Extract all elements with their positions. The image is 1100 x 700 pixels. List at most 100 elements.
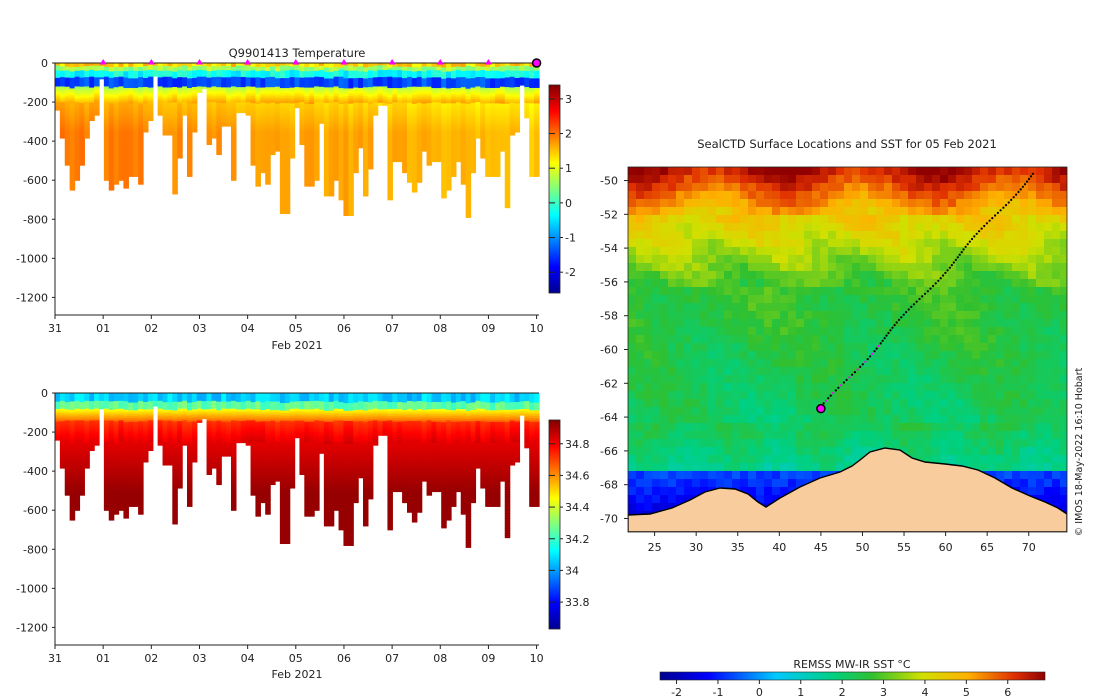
heatmap-cell bbox=[79, 134, 85, 137]
heatmap-cell bbox=[167, 118, 173, 121]
heatmap-cell bbox=[411, 161, 418, 165]
heatmap-cell bbox=[495, 76, 501, 79]
heatmap-cell bbox=[84, 102, 90, 105]
heatmap-cell bbox=[143, 77, 149, 81]
heatmap-cell bbox=[187, 120, 193, 124]
heatmap-cell bbox=[446, 105, 452, 109]
heatmap-cell bbox=[123, 71, 129, 75]
heatmap-cell bbox=[235, 94, 242, 97]
heatmap-cell bbox=[504, 70, 511, 74]
heatmap-cell bbox=[172, 78, 178, 82]
heatmap-cell bbox=[460, 165, 467, 169]
heatmap-cell bbox=[309, 153, 315, 156]
heatmap-cell bbox=[451, 174, 457, 177]
heatmap-cell bbox=[74, 96, 81, 99]
heatmap-cell bbox=[397, 104, 403, 107]
heatmap-cell bbox=[187, 118, 193, 122]
heatmap-cell bbox=[358, 97, 364, 101]
heatmap-cell bbox=[485, 76, 491, 79]
heatmap-cell bbox=[118, 84, 125, 88]
heatmap-cell bbox=[323, 91, 330, 95]
heatmap-cell bbox=[495, 68, 501, 72]
heatmap-cell bbox=[348, 139, 354, 143]
heatmap-cell bbox=[465, 209, 472, 213]
heatmap-cell bbox=[416, 158, 423, 161]
heatmap-cell bbox=[196, 88, 203, 90]
heatmap-cell bbox=[309, 130, 315, 134]
heatmap-cell bbox=[416, 148, 423, 151]
heatmap-cell bbox=[338, 74, 345, 78]
heatmap-cell bbox=[299, 131, 305, 134]
heatmap-cell bbox=[206, 89, 213, 92]
heatmap-cell bbox=[465, 114, 472, 118]
heatmap-cell bbox=[69, 160, 76, 164]
heatmap-cell bbox=[103, 80, 110, 84]
heatmap-cell bbox=[460, 147, 467, 151]
heatmap-cell bbox=[367, 63, 374, 66]
heatmap-cell bbox=[279, 123, 286, 127]
heatmap-cell bbox=[172, 172, 178, 175]
heatmap-cell bbox=[147, 80, 154, 83]
heatmap-cell bbox=[133, 145, 139, 149]
heatmap-cell bbox=[255, 136, 261, 140]
heatmap-cell bbox=[167, 119, 173, 122]
heatmap-cell bbox=[441, 98, 447, 102]
heatmap-cell bbox=[485, 157, 491, 160]
heatmap-cell bbox=[103, 86, 110, 89]
heatmap-cell bbox=[441, 157, 447, 161]
heatmap-cell bbox=[265, 127, 271, 131]
heatmap-cell bbox=[465, 191, 472, 195]
heatmap-cell bbox=[231, 94, 237, 97]
heatmap-cell bbox=[250, 121, 257, 124]
heatmap-cell bbox=[279, 75, 286, 79]
heatmap-cell bbox=[485, 155, 491, 158]
heatmap-cell bbox=[279, 105, 286, 109]
heatmap-cell bbox=[446, 126, 452, 130]
heatmap-cell bbox=[275, 85, 281, 88]
heatmap-cell bbox=[431, 89, 437, 93]
heatmap-cell bbox=[187, 99, 193, 103]
heatmap-cell bbox=[74, 156, 81, 160]
heatmap-cell bbox=[416, 154, 423, 157]
heatmap-cell bbox=[338, 88, 345, 91]
heatmap-cell bbox=[245, 96, 252, 99]
heatmap-cell bbox=[446, 175, 452, 178]
heatmap-cell bbox=[411, 183, 418, 187]
heatmap-cell bbox=[480, 156, 486, 159]
heatmap-cell bbox=[74, 86, 81, 89]
heatmap-cell bbox=[74, 125, 81, 129]
heatmap-cell bbox=[451, 151, 457, 154]
heatmap-cell bbox=[319, 113, 325, 116]
heatmap-cell bbox=[353, 76, 359, 79]
heatmap-cell bbox=[504, 190, 511, 194]
heatmap-cell bbox=[338, 147, 345, 151]
heatmap-cell bbox=[441, 110, 447, 114]
heatmap-cell bbox=[314, 172, 320, 175]
heatmap-cell bbox=[446, 103, 452, 106]
heatmap-cell bbox=[94, 66, 100, 69]
heatmap-cell bbox=[299, 84, 305, 87]
heatmap-cell bbox=[465, 173, 472, 177]
heatmap-cell bbox=[431, 116, 437, 120]
heatmap-cell bbox=[191, 70, 198, 73]
heatmap-cell bbox=[191, 76, 198, 79]
heatmap-cell bbox=[191, 97, 198, 100]
heatmap-cell bbox=[519, 79, 525, 81]
heatmap-cell bbox=[333, 117, 340, 121]
heatmap-cell bbox=[260, 147, 266, 151]
heatmap-cell bbox=[211, 120, 217, 123]
heatmap-cell bbox=[123, 152, 129, 156]
heatmap-cell bbox=[504, 171, 511, 175]
heatmap-cell bbox=[431, 98, 437, 102]
heatmap-cell bbox=[416, 94, 423, 98]
heatmap-cell bbox=[519, 80, 525, 83]
heatmap-cell bbox=[235, 64, 242, 67]
heatmap-cell bbox=[363, 69, 369, 73]
heatmap-cell bbox=[416, 160, 423, 163]
heatmap-cell bbox=[245, 83, 252, 86]
heatmap-cell bbox=[465, 158, 472, 162]
heatmap-cell bbox=[211, 128, 217, 131]
heatmap-cell bbox=[314, 121, 320, 125]
heatmap-cell bbox=[289, 143, 296, 147]
heatmap-cell bbox=[411, 168, 418, 172]
